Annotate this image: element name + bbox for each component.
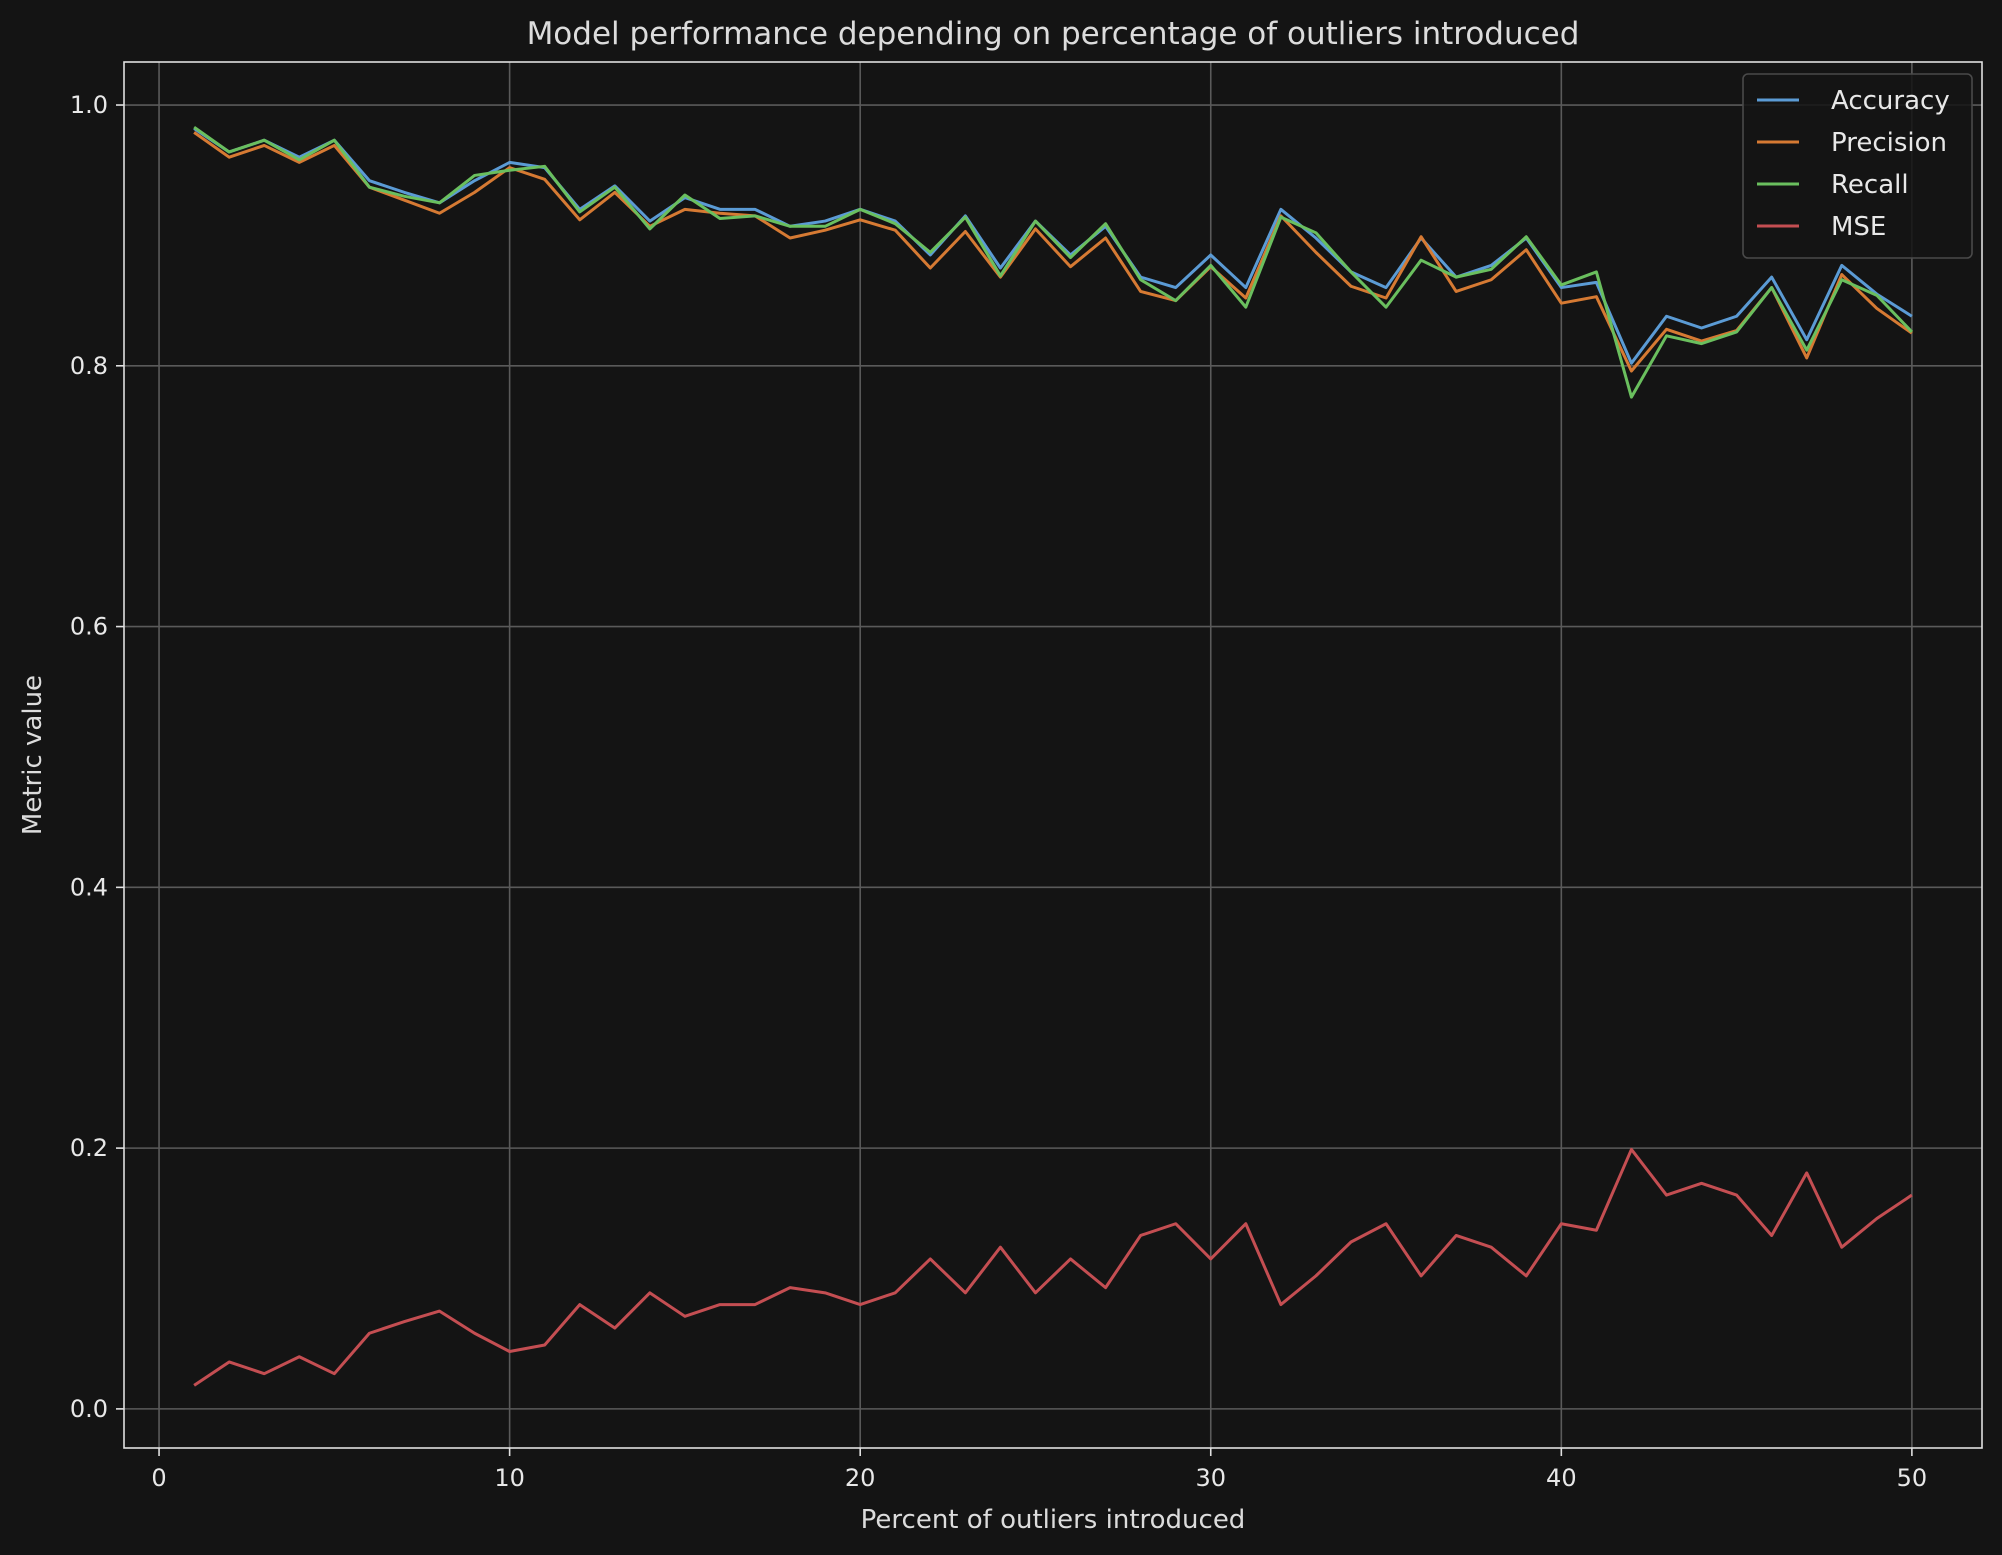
y-tick-label: 0.2 [70, 1134, 108, 1162]
y-tick-label: 0.8 [70, 352, 108, 380]
chart-title: Model performance depending on percentag… [527, 16, 1580, 52]
legend-label-mse: MSE [1831, 212, 1886, 242]
series-line-mse [193, 1147, 1913, 1387]
x-axis-label: Percent of outliers introduced [861, 1505, 1246, 1535]
legend-label-recall: Recall [1831, 170, 1909, 200]
legend: Accuracy Precision Recall MSE [1742, 73, 1973, 259]
x-tick-label: 30 [1195, 1464, 1226, 1492]
x-tick-label: 50 [1897, 1464, 1928, 1492]
y-tick-label: 0.0 [70, 1395, 108, 1423]
legend-label-precision: Precision [1831, 128, 1947, 158]
axes-frame [123, 61, 1983, 1449]
x-tick-label: 20 [845, 1464, 876, 1492]
y-axis: 0.0 0.2 0.4 0.6 0.8 1.0 [70, 91, 124, 1423]
y-tick-label: 0.4 [70, 873, 108, 901]
x-tick-label: 0 [151, 1464, 166, 1492]
x-tick-label: 40 [1546, 1464, 1577, 1492]
y-axis-label: Metric value [18, 675, 48, 835]
legend-frame [1742, 73, 1973, 259]
series-layer [193, 125, 1913, 1387]
series-line-precision [193, 131, 1913, 373]
series-line-recall [193, 125, 1913, 399]
y-tick-label: 1.0 [70, 91, 108, 119]
plot-area [124, 62, 1982, 1448]
grid [124, 62, 1982, 1448]
y-tick-label: 0.6 [70, 613, 108, 641]
legend-label-accuracy: Accuracy [1831, 86, 1950, 116]
x-axis: 0 10 20 30 40 50 [151, 1448, 1927, 1492]
x-tick-label: 10 [494, 1464, 525, 1492]
